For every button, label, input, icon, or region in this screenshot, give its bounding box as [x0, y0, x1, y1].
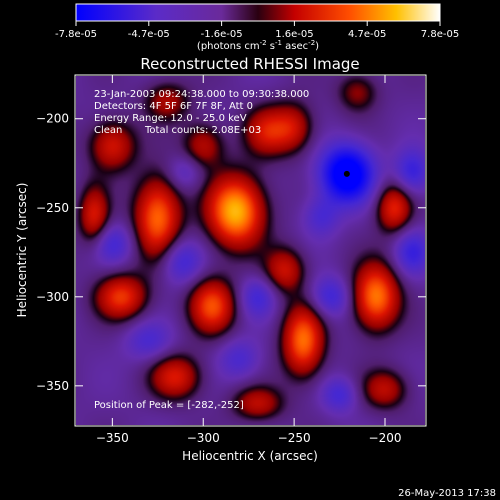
x-axis-ticks: −350 −300 −250 −200	[96, 75, 402, 445]
colorbar-tick-label: 1.6e-05	[275, 29, 313, 40]
plot-frame	[74, 74, 427, 427]
annotation-clean: Clean	[94, 125, 122, 136]
x-tick-label: −250	[278, 431, 311, 445]
x-tick-label: −200	[369, 431, 402, 445]
annotations: 23-Jan-2003 09:24:38.000 to 09:30:38.000…	[94, 89, 309, 411]
colorbar-tick-label: 7.8e-05	[421, 29, 459, 40]
annotation-peak: Position of Peak = [-282,-252]	[94, 400, 244, 411]
x-tick-label: −300	[187, 431, 220, 445]
colorbar-tick-label: -1.6e-05	[201, 29, 243, 40]
annotation-detectors: Detectors: 4F 5F 6F 7F 8F, Att 0	[94, 101, 253, 112]
y-axis-label: Heliocentric Y (arcsec)	[15, 183, 29, 318]
colorbar-ticks	[75, 21, 441, 26]
y-tick-label: −300	[36, 290, 69, 304]
annotation-energy: Energy Range: 12.0 - 25.0 keV	[94, 113, 247, 124]
plot-area	[75, 75, 426, 426]
y-tick-label: −200	[36, 112, 69, 126]
colorbar-tick-label: -4.7e-05	[128, 29, 170, 40]
x-tick-label: −350	[96, 431, 129, 445]
y-tick-label: −350	[36, 379, 69, 393]
y-axis-ticks: −200 −250 −300 −350	[36, 112, 426, 393]
colorbar-units: (photons cm-2 s-1 asec-2)	[197, 39, 319, 52]
colorbar-tick-label: 4.7e-05	[348, 29, 386, 40]
x-axis-label: Heliocentric X (arcsec)	[182, 449, 318, 463]
colorbar-tick-labels: -7.8e-05 -4.7e-05 -1.6e-05 1.6e-05 4.7e-…	[55, 29, 459, 40]
colorbar	[75, 3, 441, 22]
annotation-counts: Total counts: 2.08E+03	[144, 125, 261, 136]
annotation-time-range: 23-Jan-2003 09:24:38.000 to 09:30:38.000	[94, 89, 309, 100]
minimum-marker	[343, 170, 350, 177]
chart-title: Reconstructed RHESSI Image	[140, 55, 359, 73]
heatmap-image	[76, 76, 425, 425]
colorbar-tick-label: -7.8e-05	[55, 29, 97, 40]
y-tick-label: −250	[36, 201, 69, 215]
footer-timestamp: 26-May-2013 17:38	[398, 488, 496, 499]
